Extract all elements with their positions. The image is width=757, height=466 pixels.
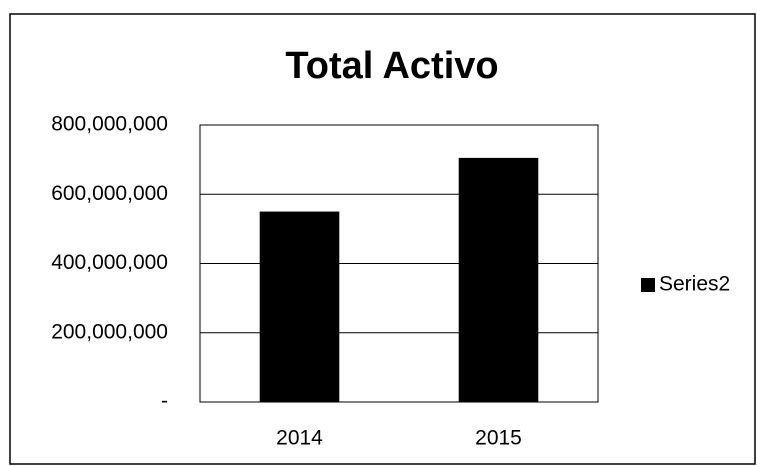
legend-swatch xyxy=(641,278,655,292)
y-tick-label: 800,000,000 xyxy=(51,113,168,136)
x-tick-label: 2015 xyxy=(475,427,522,450)
y-tick-label: 600,000,000 xyxy=(51,182,168,205)
bar xyxy=(259,211,340,402)
bar xyxy=(458,157,539,402)
x-tick-label: 2014 xyxy=(276,427,323,450)
y-tick-label: - xyxy=(161,390,168,413)
y-tick-label: 400,000,000 xyxy=(51,251,168,274)
legend-label: Series2 xyxy=(659,273,730,296)
y-tick-label: 200,000,000 xyxy=(51,320,168,343)
chart-title: Total Activo xyxy=(285,45,498,87)
